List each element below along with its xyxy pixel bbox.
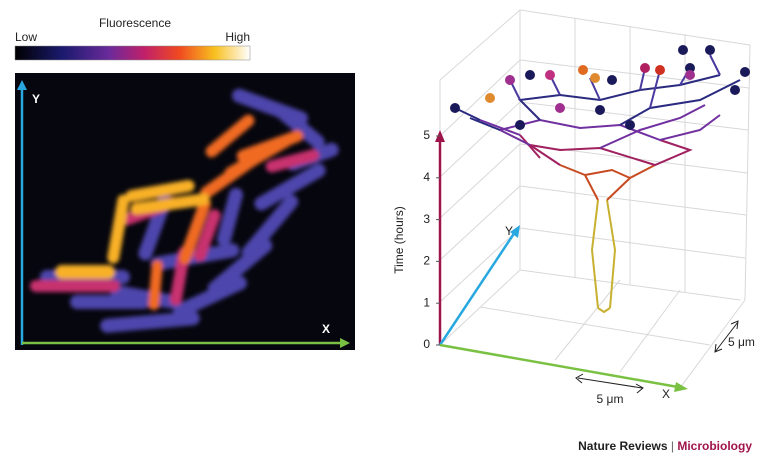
z-tick-label: 4 [423, 170, 430, 184]
colorbar-low: Low [15, 30, 37, 44]
footer: Nature Reviews | Microbiology [578, 439, 752, 453]
x3d-arrowhead [674, 382, 688, 392]
section: Microbiology [677, 439, 752, 453]
3d-grid [439, 9, 751, 389]
scale-bar-y [714, 320, 739, 353]
scale-bar-x [575, 373, 644, 394]
y3d-axis-arrow [438, 231, 517, 346]
y3d-label: Y [505, 224, 513, 238]
z-ticks: 0 1 2 3 4 5 [423, 128, 440, 351]
scale-y-label: 5 μm [728, 335, 755, 349]
z-tick-label: 1 [423, 295, 430, 309]
x-arrowhead [340, 338, 350, 348]
image-y-label: Y [32, 92, 40, 106]
cells [30, 88, 339, 333]
z-tick-label: 5 [423, 128, 430, 142]
colorbar-high: High [225, 30, 250, 44]
image-x-label: X [322, 322, 330, 336]
y3d-arrowhead [510, 225, 520, 238]
z-axis-label: Time (hours) [392, 206, 406, 274]
colorbar [14, 45, 251, 61]
cell-endpoints [450, 45, 750, 130]
x3d-axis-arrow [439, 343, 679, 389]
z-tick-label: 2 [423, 254, 430, 268]
scale-x-label: 5 μm [597, 392, 624, 406]
z-tick-label: 3 [423, 212, 430, 226]
y-arrowhead [17, 80, 27, 90]
z-tick-label: 0 [423, 337, 430, 351]
x3d-label: X [662, 387, 670, 401]
lineage-tree [454, 54, 741, 314]
separator: | [671, 439, 674, 453]
colorbar-title: Fluorescence [99, 16, 171, 30]
journal: Nature Reviews [578, 439, 668, 453]
